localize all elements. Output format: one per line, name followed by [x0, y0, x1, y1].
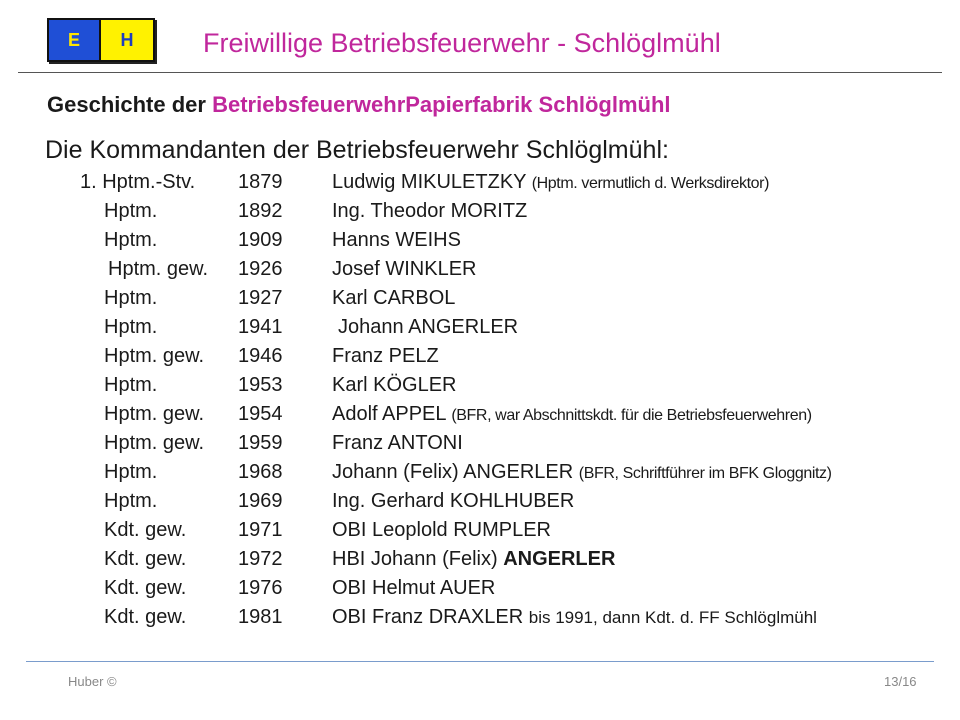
commander-name-cell: Ing. Theodor MORITZ: [332, 197, 527, 226]
commander-name-cell: Hanns WEIHS: [332, 226, 461, 255]
commander-row: Hptm. gew. 1926 Josef WINKLER: [0, 255, 960, 284]
commander-row: Hptm. 1968 Johann (Felix) ANGERLER (BFR, S…: [0, 458, 960, 487]
commander-name-cell: OBI Franz DRAXLER bis 1991, dann Kdt. d.…: [332, 603, 817, 632]
commander-note: (Hptm. vermutlich d. Werksdirektor): [531, 175, 770, 192]
commander-year: 1981: [238, 606, 283, 628]
commander-note: (BFR, war Abschnittskdt. für die Betrieb…: [451, 407, 812, 424]
commander-name: Johann ANGERLER: [338, 316, 519, 338]
commander-name: Ing. Gerhard KOHLHUBER: [332, 490, 575, 512]
commander-name: OBI Franz DRAXLER: [332, 606, 524, 628]
commander-rank: 1. Hptm.-Stv.: [80, 171, 196, 193]
commander-year: 1926: [238, 258, 283, 280]
commander-row: Kdt. gew. 1976 OBI Helmut AUER: [0, 574, 960, 603]
commander-year: 1879: [238, 171, 283, 193]
commander-rank: Hptm.: [104, 374, 158, 396]
commander-year: 1959: [238, 432, 283, 454]
commander-rank: Hptm. gew.: [104, 345, 205, 367]
commander-name: OBI Helmut AUER: [332, 577, 496, 599]
commander-name-cell: Josef WINKLER: [332, 255, 476, 284]
commander-row: Kdt. gew. 1971 OBI Leoplold RUMPLER: [0, 516, 960, 545]
commander-rank: Hptm.: [104, 490, 158, 512]
commander-name-emphasis: ANGERLER: [503, 548, 616, 570]
commander-name: Hanns WEIHS: [332, 229, 461, 251]
commander-name-cell: Karl CARBOL: [332, 284, 455, 313]
logo-letter-e: E: [49, 20, 101, 60]
commander-row: Kdt. gew. 1972 HBI Johann (Felix) ANGERLER: [0, 545, 960, 574]
commander-name-cell: Ludwig MIKULETZKY (Hptm. vermutlich d. W…: [332, 168, 769, 198]
footer-page-number: 13/16: [884, 674, 917, 689]
commander-name-cell: HBI Johann (Felix) ANGERLER: [332, 545, 615, 574]
commander-name-cell: Ing. Gerhard KOHLHUBER: [332, 487, 574, 516]
commander-year: 1909: [238, 229, 283, 251]
commander-note: (BFR, Schriftführer im BFK Gloggnitz): [578, 465, 832, 482]
commander-name: HBI Johann (Felix): [332, 548, 498, 570]
commander-row: Kdt. gew. 1981 OBI Franz DRAXLER bis 1991,…: [0, 603, 960, 632]
commander-name-cell: Johann ANGERLER: [338, 313, 518, 342]
commander-name: Ing. Theodor MORITZ: [332, 200, 528, 222]
commander-year: 1968: [238, 461, 283, 483]
commander-row: Hptm. 1953 Karl KÖGLER: [0, 371, 960, 400]
footer-author: Huber ©: [68, 674, 117, 689]
commander-row: Hptm. gew. 1959 Franz ANTONI: [0, 429, 960, 458]
commander-row: Hptm. 1941 Johann ANGERLER: [0, 313, 960, 342]
commander-rank: Kdt. gew.: [104, 606, 187, 628]
commander-rank: Hptm.: [104, 229, 158, 251]
commander-name: Franz ANTONI: [332, 432, 463, 454]
commander-name: Franz PELZ: [332, 345, 439, 367]
commander-year: 1927: [238, 287, 283, 309]
commander-name-cell: OBI Helmut AUER: [332, 574, 495, 603]
commander-name-cell: Karl KÖGLER: [332, 371, 456, 400]
commander-name-cell: Adolf APPEL (BFR, war Abschnittskdt. für…: [332, 400, 812, 430]
commander-rank: Hptm. gew.: [104, 403, 205, 425]
commander-row: Hptm. 1909 Hanns WEIHS: [0, 226, 960, 255]
commander-year: 1892: [238, 200, 283, 222]
commander-name: Ludwig MIKULETZKY: [332, 171, 527, 193]
commander-name-cell: Franz ANTONI: [332, 429, 463, 458]
eh-logo: E H: [47, 18, 155, 62]
commander-rank: Hptm.: [104, 287, 158, 309]
commander-rank: Hptm.: [104, 461, 158, 483]
commander-name-cell: Franz PELZ: [332, 342, 439, 371]
commander-name: Adolf APPEL: [332, 403, 446, 425]
header-divider: [18, 72, 942, 73]
footer-divider: [26, 661, 934, 662]
commander-rank: Hptm. gew.: [108, 258, 209, 280]
commander-note: bis 1991, dann Kdt. d. FF Schlöglmühl: [528, 608, 817, 627]
logo-letter-h: H: [101, 20, 153, 60]
commander-year: 1969: [238, 490, 283, 512]
commander-year: 1954: [238, 403, 283, 425]
commander-rank: Kdt. gew.: [104, 548, 187, 570]
slide-heading: Geschichte der BetriebsfeuerwehrPapierfa…: [47, 92, 671, 118]
commander-name: Karl CARBOL: [332, 287, 456, 309]
commander-year: 1946: [238, 345, 283, 367]
slide-header-title: Freiwillige Betriebsfeuerwehr - Schlöglm…: [203, 28, 721, 58]
heading-accent: BetriebsfeuerwehrPapierfabrik Schlöglmüh…: [212, 92, 671, 117]
commander-rank: Kdt. gew.: [104, 519, 187, 541]
commander-name: OBI Leoplold RUMPLER: [332, 519, 551, 541]
commander-year: 1941: [238, 316, 283, 338]
heading-prefix: Geschichte der: [47, 92, 213, 117]
commander-name: Josef WINKLER: [332, 258, 477, 280]
commander-year: 1971: [238, 519, 283, 541]
commander-row: Hptm. gew. 1946 Franz PELZ: [0, 342, 960, 371]
commander-rank: Hptm. gew.: [104, 432, 205, 454]
commander-rank: Kdt. gew.: [104, 577, 187, 599]
commander-row: Hptm. 1969 Ing. Gerhard KOHLHUBER: [0, 487, 960, 516]
commander-year: 1972: [238, 548, 283, 570]
commander-rank: Hptm.: [104, 316, 158, 338]
commander-year: 1976: [238, 577, 283, 599]
commander-row: Hptm. gew. 1954 Adolf APPEL (BFR, war Absc…: [0, 400, 960, 429]
slide-subheading: Die Kommandanten der Betriebsfeuerwehr S…: [45, 136, 669, 164]
commander-year: 1953: [238, 374, 283, 396]
commander-rank: Hptm.: [104, 200, 158, 222]
commander-row: Hptm. 1927 Karl CARBOL: [0, 284, 960, 313]
commander-name-cell: OBI Leoplold RUMPLER: [332, 516, 551, 545]
commander-row: Hptm. 1892 Ing. Theodor MORITZ: [0, 197, 960, 226]
commander-row: 1. Hptm.-Stv. 1879 Ludwig MIKULETZKY (Hptm…: [0, 168, 960, 197]
commander-name: Karl KÖGLER: [332, 374, 457, 396]
commander-name: Johann (Felix) ANGERLER: [332, 461, 574, 483]
commander-name-cell: Johann (Felix) ANGERLER (BFR, Schriftfüh…: [332, 458, 832, 488]
